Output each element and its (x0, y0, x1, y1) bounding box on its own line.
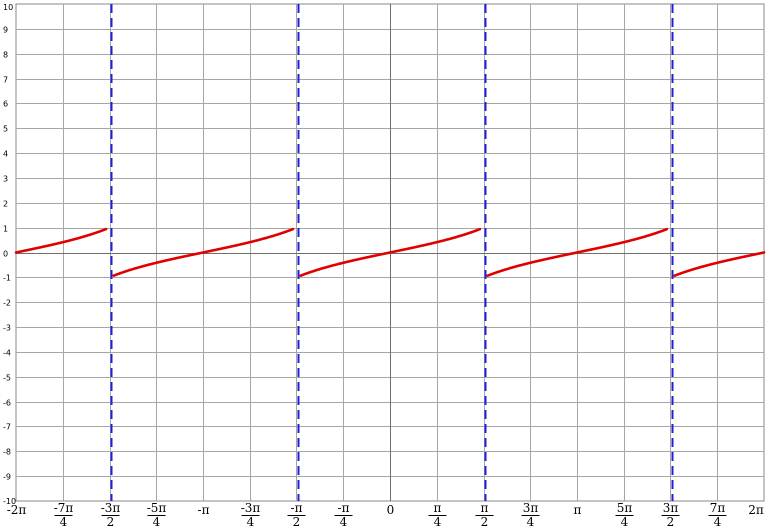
x-tick-fraction: 3π2 (661, 501, 680, 528)
y-tick-label: 7 (3, 76, 8, 85)
y-tick-label: 4 (3, 150, 8, 159)
y-tick-label: 0 (3, 250, 8, 259)
y-tick-label: 6 (3, 100, 8, 109)
x-tick-numerator: π (434, 501, 442, 515)
x-tick-fraction: -7π4 (54, 501, 74, 528)
y-tick-label: 3 (3, 175, 8, 184)
asymptotes (110, 4, 674, 501)
x-tick-numerator: π (481, 501, 489, 515)
x-tick-fraction: 3π4 (521, 501, 540, 528)
y-tick-label: -8 (3, 448, 11, 457)
y-tick-label: -9 (3, 473, 11, 482)
curve-branch (673, 251, 766, 278)
x-tick-numerator: 7π (710, 501, 726, 515)
y-tick-label: -4 (3, 349, 11, 358)
x-tick-denominator: 2 (481, 515, 489, 528)
x-tick-denominator: 4 (247, 515, 255, 528)
x-tick-numerator: 5π (617, 501, 633, 515)
y-tick-label: -6 (3, 399, 11, 408)
x-tick-denominator: 2 (293, 515, 301, 528)
x-tick-denominator: 4 (621, 515, 629, 528)
y-tick-label: -1 (3, 274, 11, 283)
x-tick-numerator: -3π (241, 501, 261, 515)
x-tick-label: -π (198, 503, 210, 517)
x-tick-numerator: 3π (663, 501, 679, 515)
x-tick-label: 0 (387, 503, 395, 517)
y-tick-label: -7 (3, 423, 11, 432)
x-tick-denominator: 2 (667, 515, 675, 528)
x-tick-numerator: -7π (54, 501, 74, 515)
y-tick-label: -5 (3, 374, 11, 383)
curve-branch (299, 227, 482, 277)
x-tick-numerator: -3π (101, 501, 121, 515)
x-tick-fraction: 7π4 (708, 501, 727, 528)
x-tick-numerator: -5π (147, 501, 167, 515)
x-tick-fraction: -5π4 (147, 501, 167, 528)
x-tick-numerator: -π (291, 501, 303, 515)
x-tick-fraction: -π2 (287, 501, 306, 528)
x-tick-label: -2π (7, 503, 27, 517)
y-tick-label: -10 (3, 497, 16, 506)
x-tick-fraction: -3π2 (101, 501, 121, 528)
x-tick-fraction: π4 (428, 501, 447, 528)
y-tick-label: -3 (3, 324, 11, 333)
x-tick-numerator: 3π (523, 501, 539, 515)
y-tick-label: 2 (3, 200, 8, 209)
x-tick-denominator: 4 (153, 515, 161, 528)
y-tick-label: 5 (3, 125, 8, 134)
x-tick-numerator: -π (338, 501, 350, 515)
x-tick-denominator: 4 (714, 515, 722, 528)
x-tick-fraction: 5π4 (615, 501, 634, 528)
x-tick-fraction: -3π4 (241, 501, 261, 528)
y-tick-label: 10 (3, 3, 13, 12)
y-tick-label: -2 (3, 299, 11, 308)
curve-series (14, 227, 766, 278)
curve-branch (112, 227, 295, 277)
x-tick-denominator: 4 (527, 515, 535, 528)
y-tick-label: 1 (3, 225, 8, 234)
curve-branch (14, 227, 108, 254)
y-tick-label: 8 (3, 51, 8, 60)
x-tick-label: π (574, 503, 582, 517)
x-tick-denominator: 4 (60, 515, 68, 528)
x-tick-denominator: 4 (434, 515, 442, 528)
curve-branch (486, 227, 669, 277)
x-tick-denominator: 2 (107, 515, 115, 528)
x-tick-denominator: 4 (340, 515, 348, 528)
y-tick-label: 9 (3, 26, 8, 35)
x-tick-label: 2π (748, 503, 764, 517)
x-tick-fraction: π2 (475, 501, 494, 528)
x-tick-fraction: -π4 (334, 501, 353, 528)
